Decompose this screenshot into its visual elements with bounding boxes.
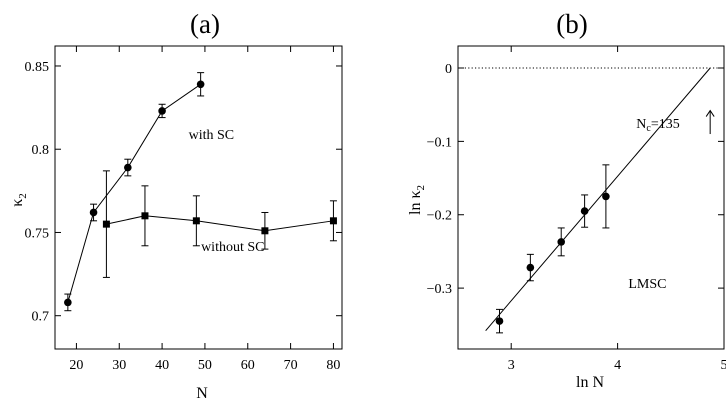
panel-a-annotation: with SC bbox=[189, 128, 235, 143]
panel-b-series-1-point bbox=[496, 317, 504, 325]
panel-a-series-1-point bbox=[124, 164, 132, 172]
panel-a-x-tick-label: 80 bbox=[326, 358, 340, 373]
panel-b-y-tick-label: 0 bbox=[445, 62, 452, 77]
panel-a-y-tick-label: 0.8 bbox=[32, 143, 50, 158]
panel-a-x-tick-label: 30 bbox=[112, 358, 126, 373]
panel-a-y-label: κ2 bbox=[9, 193, 29, 207]
panel-b-y-tick-label: −0.3 bbox=[427, 282, 452, 297]
panel-a-y-label-main: κ bbox=[9, 199, 26, 207]
panel-a-series-2-point bbox=[103, 221, 110, 228]
panel-b-x-tick-label: 5 bbox=[721, 358, 726, 373]
panel-b-x-tick-label: 3 bbox=[508, 358, 515, 373]
panel-a-y-label-sub: 2 bbox=[17, 193, 29, 199]
panel-a-series-2-point bbox=[261, 227, 268, 234]
panel-a-x-tick-label: 70 bbox=[284, 358, 298, 373]
panel-b-fit-line bbox=[486, 68, 711, 331]
panel-a-series-1-point bbox=[197, 80, 205, 88]
panel-b-frame bbox=[458, 46, 724, 349]
panel-a-frame bbox=[55, 46, 342, 349]
panel-a: (a) 20 30 40 50 60 70 80 0.7 0.75 0.8 0.85 N κ2 wi… bbox=[9, 9, 342, 402]
panel-a-annotation: without SC bbox=[201, 240, 264, 255]
panel-b-series-1-point bbox=[557, 238, 565, 246]
panel-a-series-2-point bbox=[193, 217, 200, 224]
panel-a-y-tick-label: 0.7 bbox=[32, 310, 50, 325]
panel-b-ticks: 3 4 5 0 −0.1 −0.2 −0.3 bbox=[427, 46, 726, 373]
panel-a-label: (a) bbox=[190, 9, 220, 39]
panel-b-series bbox=[458, 68, 724, 333]
panel-a-x-tick-label: 50 bbox=[198, 358, 212, 373]
panel-b-y-label: ln κ2 bbox=[407, 185, 427, 215]
panel-b-annotation: LMSC bbox=[628, 277, 666, 292]
panel-b-y-tick-label: −0.1 bbox=[427, 135, 452, 150]
panel-b-annotation: Nc=135 bbox=[636, 117, 679, 134]
panel-a-series-2-point bbox=[141, 212, 148, 219]
panel-a-ticks: 20 30 40 50 60 70 80 0.7 0.75 0.8 0.85 bbox=[25, 46, 343, 373]
panel-a-series-1-line bbox=[68, 84, 201, 302]
panel-b-annotations: Nc=135 LMSC bbox=[628, 111, 714, 293]
panel-a-x-tick-label: 20 bbox=[69, 358, 83, 373]
panel-a-series-1-point bbox=[90, 209, 98, 217]
panel-b-y-tick-label: −0.2 bbox=[427, 209, 452, 224]
panel-a-y-tick-label: 0.85 bbox=[25, 60, 50, 75]
panel-a-y-tick-label: 0.75 bbox=[25, 226, 50, 241]
panel-b-y-label-main: ln κ bbox=[407, 190, 424, 215]
panel-a-x-tick-label: 40 bbox=[155, 358, 169, 373]
panel-a-x-tick-label: 60 bbox=[241, 358, 255, 373]
panel-b-series-1-point bbox=[581, 207, 589, 215]
panel-a-series bbox=[64, 73, 337, 311]
panel-b: (b) 3 4 5 0 −0.1 −0.2 −0.3 ln N ln κ2 Nc=135 LM… bbox=[407, 9, 726, 391]
panel-b-x-label: ln N bbox=[576, 374, 604, 391]
panel-b-series-1-point bbox=[527, 264, 535, 272]
panel-a-x-label: N bbox=[196, 385, 208, 402]
panel-b-label: (b) bbox=[556, 9, 587, 39]
panel-b-series-1-point bbox=[602, 193, 610, 201]
panel-a-series-2-point bbox=[330, 217, 337, 224]
panel-a-series-2-line bbox=[106, 216, 333, 231]
panel-a-annotations: with SC without SC bbox=[189, 128, 265, 255]
panel-b-y-label-sub: 2 bbox=[415, 185, 427, 191]
panel-b-x-tick-label: 4 bbox=[614, 358, 621, 373]
panel-a-series-1-point bbox=[158, 107, 166, 115]
panel-a-series-1-point bbox=[64, 299, 72, 307]
